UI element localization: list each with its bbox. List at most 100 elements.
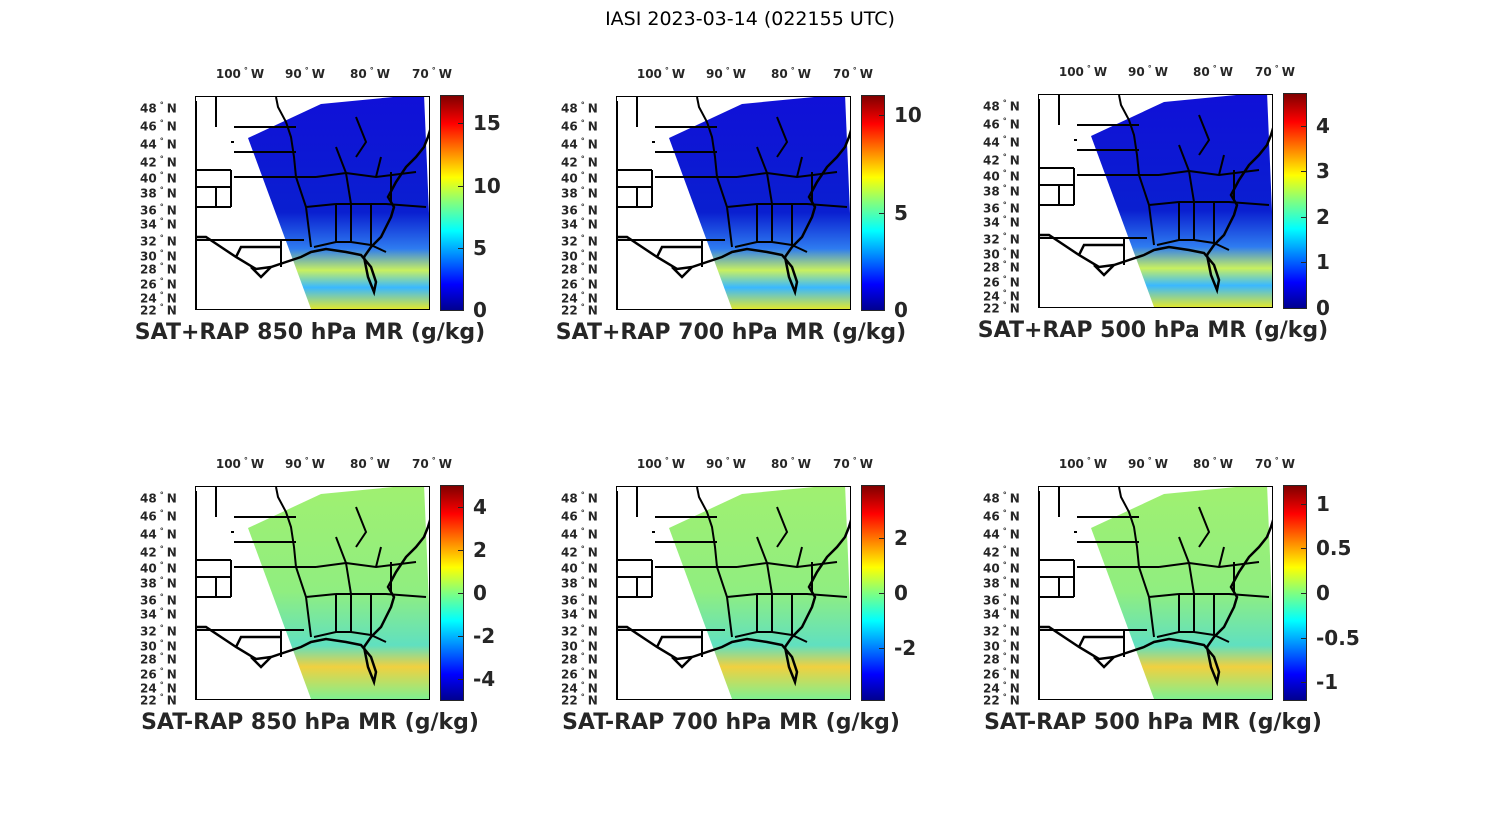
lon-tick-label: 70 ° W (833, 456, 873, 471)
colorbar-tick-mark (879, 593, 884, 594)
colorbar-tick-mark (1301, 125, 1306, 127)
colorbar-tick-mark (879, 647, 884, 649)
lon-tick-label: 100 ° W (636, 456, 686, 471)
colorbar-tick-mark (879, 212, 884, 214)
lon-tick-label: 100 ° W (1058, 64, 1108, 79)
lon-tick-label: 70 ° W (1255, 456, 1295, 471)
lat-tick-label: 26 ° N (561, 276, 598, 292)
lat-tick-label: 24 ° N (140, 680, 177, 696)
lon-tick-label: 80 ° W (1193, 456, 1233, 471)
lat-tick-label: 48 ° N (140, 490, 177, 506)
lon-tick-label: 90 ° W (285, 66, 325, 81)
lat-tick-label: 28 ° N (983, 651, 1020, 667)
state-boundaries (196, 487, 427, 699)
lat-tick-label: 22 ° N (561, 302, 598, 318)
colorbar-tick-mark (1301, 171, 1306, 173)
lon-tick-label: 90 ° W (285, 456, 325, 471)
lat-tick-label: 38 ° N (983, 575, 1020, 591)
lat-tick-label: 28 ° N (983, 259, 1020, 275)
lat-tick-label: 42 ° N (983, 544, 1020, 560)
lat-tick-label: 42 ° N (561, 154, 598, 170)
lon-tick-label: 90 ° W (706, 66, 746, 81)
colorbar-tick-label: 1 (1316, 491, 1330, 516)
colorbar-tick-mark (879, 538, 884, 540)
panel-title: SAT-RAP 850 hPa MR (g/kg) (141, 710, 479, 735)
panel-title: SAT-RAP 500 hPa MR (g/kg) (984, 710, 1322, 735)
lat-tick-label: 32 ° N (983, 231, 1020, 247)
map-axes (616, 486, 851, 700)
lat-tick-label: 24 ° N (983, 680, 1020, 696)
state-boundaries (1039, 487, 1270, 699)
colorbar-tick-label: 4 (1316, 113, 1330, 138)
coastline (196, 519, 429, 687)
coastline (617, 129, 850, 297)
map-panel-6: 100 ° W 90 ° W 80 ° W 70 ° W 48 ° N 46 ° N 44 ° N 42 ° N 40 ° N 38 °… (963, 450, 1383, 750)
lat-tick-label: 26 ° N (140, 666, 177, 682)
colorbar-tick-label: 0 (473, 298, 487, 322)
lat-tick-label: 48 ° N (140, 100, 177, 116)
map-panel-5: 100 ° W 90 ° W 80 ° W 70 ° W 48 ° N 46 ° N 44 ° N 42 ° N 40 ° N 38 °… (541, 450, 961, 750)
state-boundaries (1039, 95, 1270, 307)
lat-tick-label: 34 ° N (983, 606, 1020, 622)
lat-tick-label: 32 ° N (140, 623, 177, 639)
lat-tick-label: 22 ° N (983, 300, 1020, 316)
lon-tick-label: 100 ° W (1058, 456, 1108, 471)
colorbar-tick-label: 1 (1316, 250, 1330, 275)
lon-tick-label: 70 ° W (1255, 64, 1295, 79)
colorbar-tick-mark (458, 507, 463, 509)
lon-tick-label: 80 ° W (350, 456, 390, 471)
panel-title: SAT+RAP 500 hPa MR (g/kg) (977, 318, 1329, 343)
lat-tick-label: 42 ° N (561, 544, 598, 560)
colorbar-tick-mark (879, 115, 884, 117)
lat-tick-label: 32 ° N (561, 623, 598, 639)
coastline (1039, 127, 1272, 295)
colorbar-tick-label: 2 (473, 538, 487, 563)
colorbar-tick-label: 5 (894, 200, 908, 225)
map-axes (195, 486, 430, 700)
lat-tick-label: 44 ° N (561, 526, 598, 542)
colorbar-tick-label: 4 (473, 495, 487, 520)
colorbar-tick-mark (1301, 637, 1306, 639)
lat-tick-label: 42 ° N (140, 544, 177, 560)
colorbar-tick-label: 2 (894, 526, 908, 551)
colorbar-tick-mark (1301, 503, 1306, 505)
lat-tick-label: 24 ° N (983, 288, 1020, 304)
lat-tick-label: 44 ° N (140, 526, 177, 542)
map-axes (1038, 94, 1273, 308)
lat-tick-label: 36 ° N (561, 202, 598, 218)
colorbar-tick-mark (458, 550, 463, 552)
lat-tick-label: 38 ° N (983, 183, 1020, 199)
lat-tick-label: 30 ° N (561, 248, 598, 264)
colorbar-tick-mark (458, 123, 463, 125)
colorbar-tick-label: 3 (1316, 159, 1330, 184)
lat-tick-label: 36 ° N (983, 200, 1020, 216)
lat-tick-label: 44 ° N (983, 134, 1020, 150)
lon-tick-label: 90 ° W (1128, 456, 1168, 471)
lat-tick-label: 40 ° N (561, 170, 598, 186)
colorbar-tick-label: 10 (894, 103, 922, 128)
colorbar-tick-label: -0.5 (1316, 625, 1360, 650)
lat-tick-label: 22 ° N (561, 692, 598, 708)
lat-tick-label: 48 ° N (983, 98, 1020, 114)
lat-tick-label: 46 ° N (140, 118, 177, 134)
lat-tick-label: 48 ° N (561, 490, 598, 506)
lat-tick-label: 38 ° N (561, 185, 598, 201)
lon-tick-label: 100 ° W (636, 66, 686, 81)
lon-tick-label: 70 ° W (412, 456, 452, 471)
lat-tick-label: 44 ° N (983, 526, 1020, 542)
colorbar-tick-mark (458, 185, 463, 187)
colorbar-tick-label: 0.5 (1316, 536, 1352, 561)
lon-tick-label: 80 ° W (771, 66, 811, 81)
lat-tick-label: 30 ° N (983, 638, 1020, 654)
colorbar (440, 95, 464, 311)
state-boundaries (617, 487, 848, 699)
lat-tick-label: 32 ° N (140, 233, 177, 249)
lat-tick-label: 38 ° N (140, 575, 177, 591)
colorbar-tick-label: -4 (473, 666, 496, 691)
lat-tick-label: 30 ° N (140, 638, 177, 654)
colorbar (861, 95, 885, 311)
lat-tick-label: 42 ° N (983, 152, 1020, 168)
colorbar-tick-label: 2 (1316, 204, 1330, 229)
colorbar-tick-label: 0 (1316, 296, 1330, 320)
coastline (617, 519, 850, 687)
